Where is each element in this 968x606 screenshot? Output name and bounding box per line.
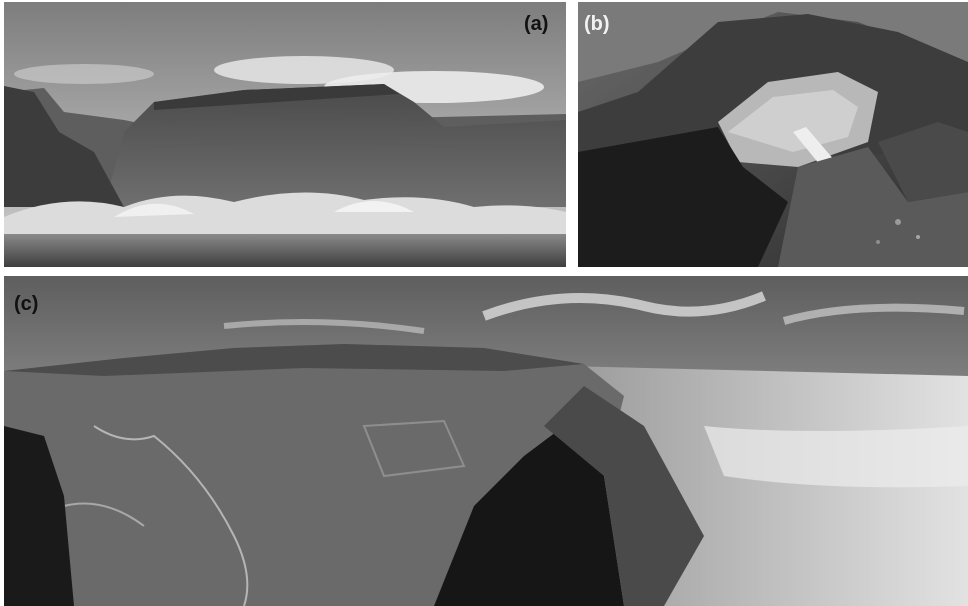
photo-a-landscape — [4, 2, 566, 267]
photo-panel-b — [578, 2, 968, 267]
photo-c-panorama — [4, 276, 968, 606]
panel-label-c: (c) — [14, 293, 39, 315]
photo-panel-c — [4, 276, 968, 606]
photo-b-aerial — [578, 2, 968, 267]
panel-label-b: (b) — [584, 13, 610, 35]
photo-panel-a — [4, 2, 566, 267]
panel-label-a: (a) — [524, 13, 549, 35]
